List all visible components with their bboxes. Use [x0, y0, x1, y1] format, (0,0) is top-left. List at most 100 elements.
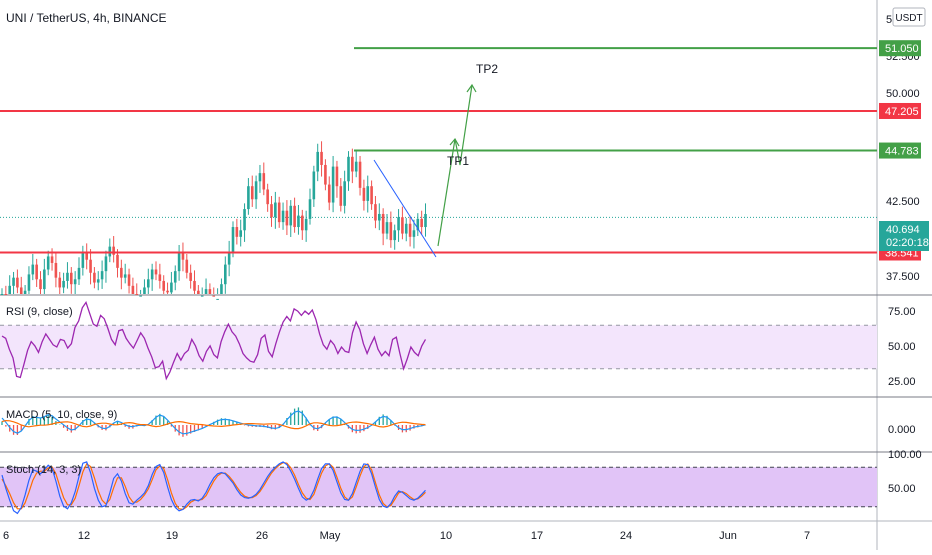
candle-body [316, 151, 319, 172]
annotation-tp2[interactable]: TP2 [476, 62, 498, 76]
candle-body [77, 267, 81, 280]
candle-body [308, 199, 312, 219]
candle-body [277, 202, 281, 223]
price-pane[interactable]: TP1 TP2 UNI / TetherUS, 4h, BINANCE [0, 11, 877, 300]
candle-body [262, 173, 266, 190]
candle-body [85, 251, 88, 260]
time-tick-may: May [320, 530, 341, 542]
candle-body [104, 256, 108, 272]
candle-body [420, 218, 423, 228]
candle-body [46, 256, 50, 270]
candle-body [235, 227, 239, 237]
bar-countdown: 02:20:18 [886, 237, 929, 249]
candle-body [362, 187, 366, 201]
indicator-axes: 75.00 50.00 25.00 0.000 100.00 50.00 [888, 306, 922, 495]
candle-body [424, 213, 427, 228]
candle-body [127, 274, 131, 286]
candle-body [320, 151, 323, 165]
macd-legend: MACD (5, 10, close, 9) [6, 409, 117, 421]
stoch-legend: Stoch (14, 3, 3) [6, 464, 81, 476]
projection-arrow-tp2[interactable] [454, 84, 473, 166]
candle-body [31, 264, 35, 275]
candle-body [381, 213, 385, 234]
time-tick-12: 12 [78, 530, 90, 542]
stoch-k-line [1, 461, 426, 515]
last-price-tag [879, 221, 929, 251]
candle-body [162, 280, 165, 291]
stoch-band [0, 467, 877, 507]
currency-badge: USDT [895, 13, 922, 24]
candle-body [12, 277, 15, 286]
candle-body [370, 186, 373, 205]
candle-body [39, 279, 42, 290]
price-axis[interactable]: 5 USDT 52.500 50.000 42.500 37.500 51.05… [879, 7, 929, 283]
macd-tick-0: 0.000 [888, 424, 916, 436]
candle-body [120, 267, 123, 278]
macd-pane[interactable]: MACD (5, 10, close, 9) [1, 407, 427, 437]
candle-body [354, 161, 358, 172]
candle-body [289, 205, 293, 226]
price-tick-50000: 50.000 [886, 88, 920, 100]
candle-body [393, 230, 396, 241]
stoch-d-line [1, 461, 426, 511]
candle-body [212, 295, 216, 297]
candle-body [408, 223, 412, 237]
stoch-pane[interactable]: Stoch (14, 3, 3) [0, 461, 877, 515]
rsi-pane[interactable]: RSI (9, close) [0, 300, 877, 381]
candle-body [73, 279, 77, 285]
trend-line[interactable] [373, 159, 437, 258]
rsi-tick-25: 25.00 [888, 376, 916, 388]
rsi-tick-75: 75.00 [888, 306, 916, 318]
rsi-line [1, 300, 427, 381]
candle-body [173, 271, 177, 283]
time-tick-10: 10 [440, 530, 452, 542]
currency-badge-box[interactable] [892, 7, 926, 27]
candle-body [200, 295, 204, 297]
candle-body [327, 184, 331, 203]
projection-arrow-tp1[interactable] [437, 138, 456, 247]
candle-body [112, 246, 115, 255]
candle-body [35, 264, 38, 280]
candle-body [324, 164, 327, 185]
time-axis[interactable]: 6 12 19 26 May 10 17 24 Jun 7 [3, 530, 810, 542]
candle-body [62, 280, 65, 288]
candle-body [93, 272, 96, 283]
candle-body [339, 186, 343, 206]
candle-body [139, 295, 142, 297]
candle-body [116, 254, 119, 268]
rsi-band [0, 325, 877, 369]
candle-body [401, 217, 404, 234]
candle-body [254, 181, 258, 200]
candle-body [343, 181, 346, 206]
candle-body [404, 223, 408, 234]
candle-body [416, 218, 420, 231]
candle-body [397, 217, 400, 231]
candle-body [8, 285, 11, 294]
candle-body [27, 274, 31, 291]
candle-body [16, 277, 19, 288]
candle-body [0, 294, 4, 295]
symbol-title: UNI / TetherUS, 4h, BINANCE [6, 11, 167, 25]
candle-body [231, 227, 235, 252]
candle-body [70, 272, 73, 285]
candle-body [23, 290, 27, 294]
candle-body [204, 289, 208, 294]
candle-body [374, 204, 377, 221]
candle-body [50, 256, 54, 263]
rsi-tick-50: 50.00 [888, 341, 916, 353]
candle-body [358, 161, 362, 188]
candle-body [239, 230, 242, 237]
candle-body [143, 287, 146, 294]
candle-body [147, 279, 150, 288]
candle-body [193, 280, 196, 291]
candle-body [297, 215, 300, 228]
macd-signal-line [1, 419, 426, 430]
candle-body [220, 284, 223, 294]
candle-body [197, 290, 200, 294]
annotation-tp1[interactable]: TP1 [447, 154, 469, 168]
candles [0, 141, 427, 300]
candle-body [312, 171, 316, 200]
candle-body [43, 269, 46, 290]
